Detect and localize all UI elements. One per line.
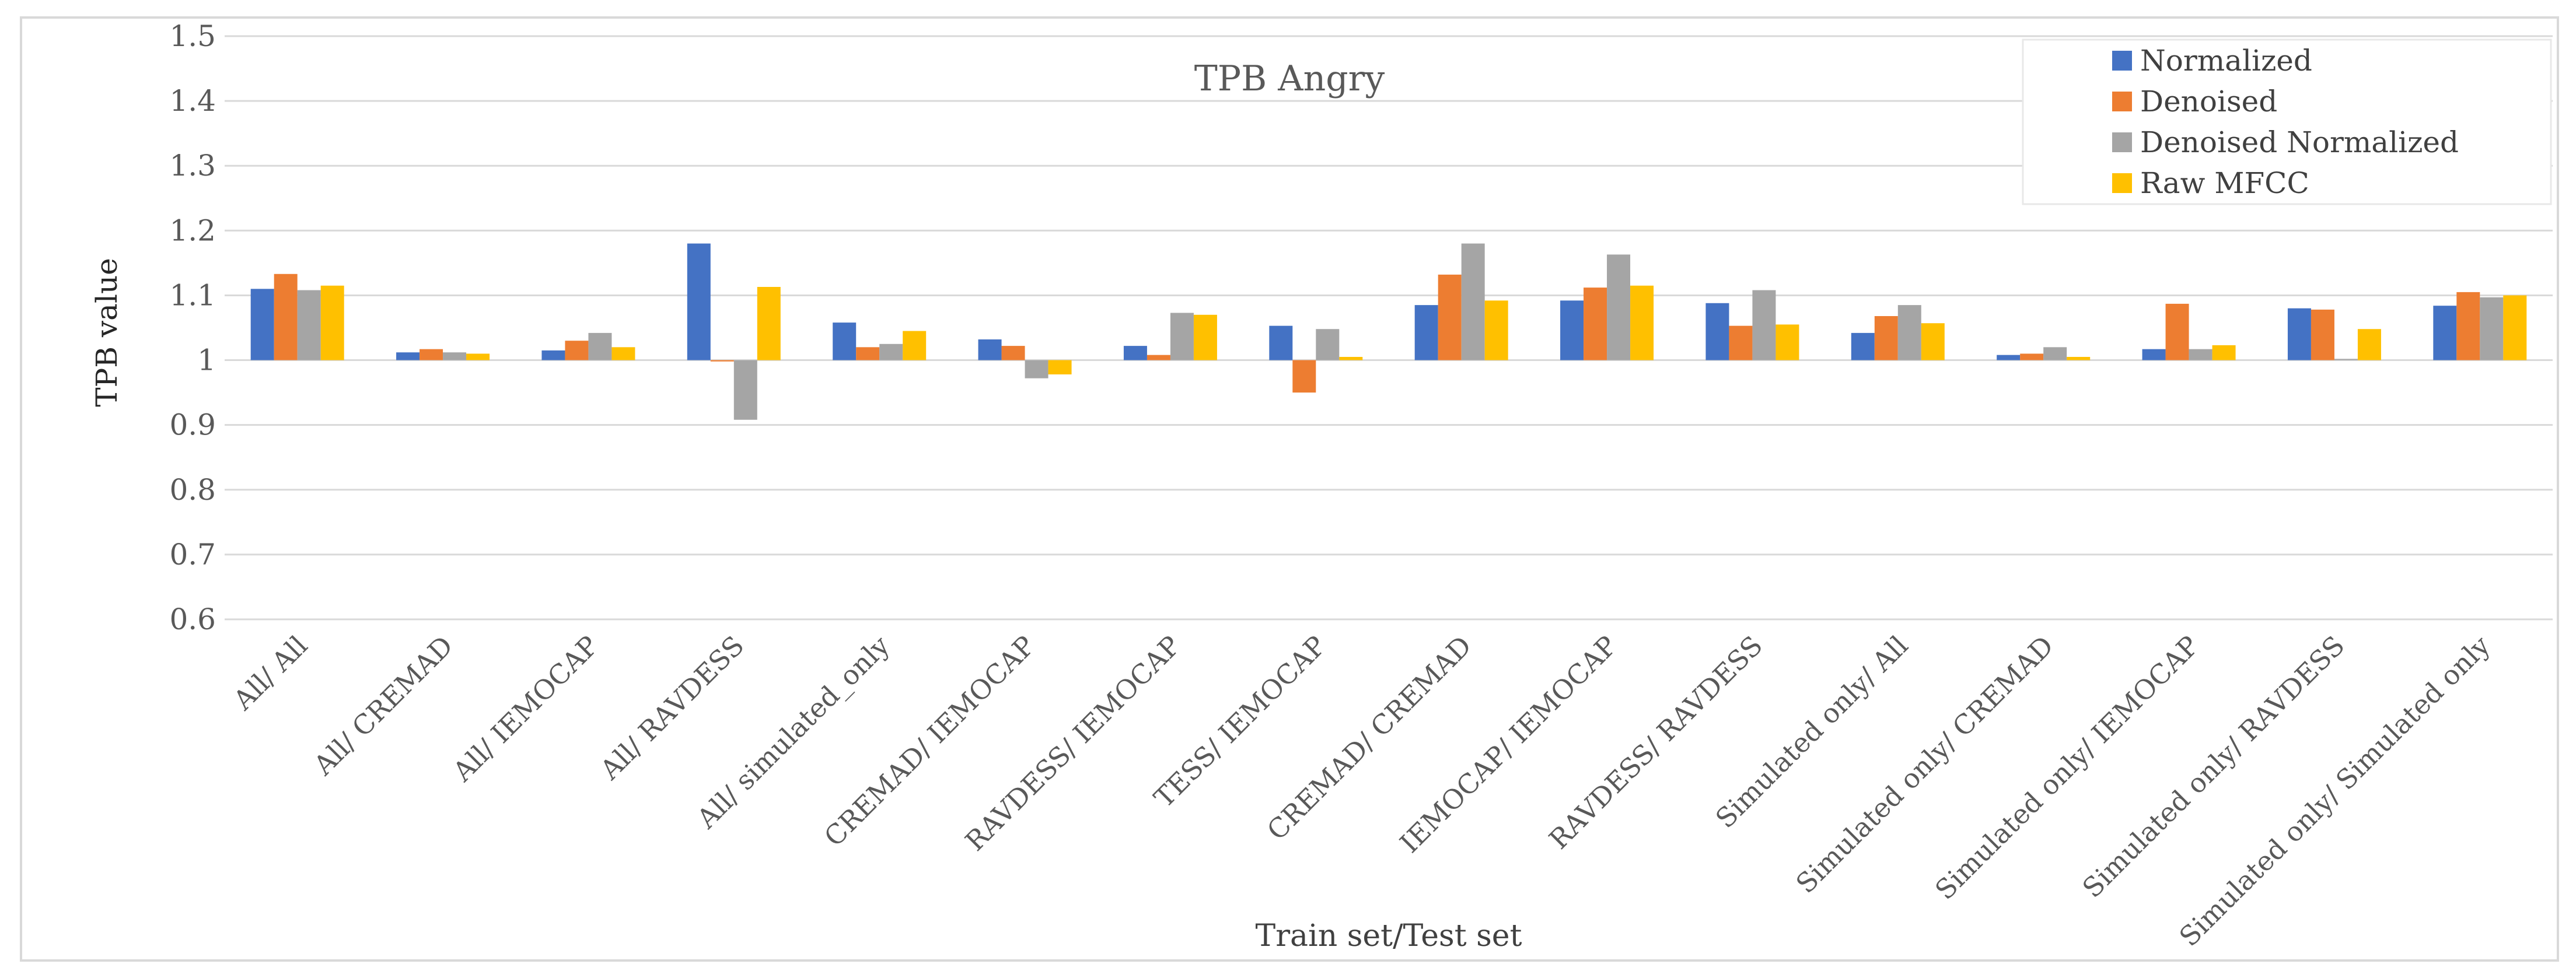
bar <box>1874 316 1898 360</box>
bar <box>1729 325 1753 360</box>
bar <box>1048 360 1072 374</box>
bar <box>2020 353 2044 360</box>
y-tick-label: 1 <box>197 343 216 377</box>
bar <box>611 347 635 360</box>
bar <box>1193 314 1217 360</box>
bar <box>1752 290 1776 360</box>
legend-label: Denoised Normalized <box>2140 125 2459 159</box>
bar <box>1705 303 1729 360</box>
bar <box>1897 305 1921 360</box>
legend-label: Normalized <box>2140 44 2312 78</box>
bar <box>1414 305 1438 360</box>
legend-swatch <box>2112 132 2132 152</box>
bar <box>2165 303 2189 360</box>
bar <box>2067 357 2091 360</box>
bar <box>1461 243 1485 360</box>
bar <box>2212 345 2236 360</box>
bar <box>466 353 490 360</box>
bar <box>297 290 321 360</box>
bar <box>1584 288 1607 360</box>
y-axis-label: TPB value <box>90 258 124 406</box>
bar <box>1147 355 1170 360</box>
bar <box>1339 357 1363 360</box>
bar <box>420 349 443 360</box>
legend-swatch <box>2112 51 2132 71</box>
bar <box>1851 332 1875 360</box>
bar <box>1630 285 1654 360</box>
bar <box>1269 325 1293 360</box>
bar <box>1921 323 1945 360</box>
legend-box <box>2022 38 2552 205</box>
bar <box>2142 349 2166 360</box>
bar <box>1775 324 1799 360</box>
bar <box>1997 355 2021 360</box>
bar <box>250 289 274 360</box>
bar <box>833 323 857 360</box>
bar <box>2433 306 2457 360</box>
bar <box>1484 300 1508 360</box>
y-tick-label: 1.1 <box>169 278 216 312</box>
y-tick-label: 0.8 <box>169 473 216 507</box>
bar <box>396 352 420 360</box>
bar <box>1170 313 1194 360</box>
legend-swatch <box>2112 92 2132 111</box>
x-axis-label: Train set/Test set <box>1256 919 1522 954</box>
bar <box>1292 360 1316 393</box>
bar <box>757 287 781 360</box>
legend-label: Raw MFCC <box>2140 166 2309 200</box>
bar <box>274 274 298 360</box>
legend-swatch <box>2112 173 2132 193</box>
bar <box>588 332 612 360</box>
bar <box>320 285 344 360</box>
bar <box>1316 329 1340 360</box>
y-tick-label: 1.3 <box>169 149 216 183</box>
legend: Normalized Denoised Denoised Normalized Raw… <box>2022 38 2552 205</box>
bar <box>733 360 757 420</box>
bar <box>879 343 903 360</box>
chart-title: TPB Angry <box>1194 58 1385 99</box>
y-tick-label: 0.7 <box>169 538 216 572</box>
bar <box>710 360 734 362</box>
bar <box>541 350 565 360</box>
bar <box>2189 349 2213 360</box>
bar <box>1607 254 1631 360</box>
bar <box>1001 346 1025 360</box>
bar <box>565 341 589 360</box>
bar <box>1438 274 1462 360</box>
bars <box>250 243 2527 420</box>
y-tick-labels: 0.6 0.7 0.8 0.9 1 1.1 1.2 1.3 1.4 1.5 <box>169 19 216 636</box>
bar <box>903 331 927 360</box>
bar <box>2043 347 2067 360</box>
y-tick-label: 1.4 <box>169 84 216 118</box>
bar <box>2287 308 2311 360</box>
bar <box>2357 329 2381 360</box>
bar <box>1025 360 1048 378</box>
y-tick-label: 0.9 <box>169 408 216 442</box>
bar <box>687 243 711 360</box>
legend-label: Denoised <box>2140 85 2277 118</box>
bar <box>1560 300 1584 360</box>
bar <box>1123 346 1147 360</box>
gridlines <box>225 35 2553 621</box>
bar <box>2456 292 2480 360</box>
bar <box>2480 297 2504 360</box>
bar <box>443 352 467 360</box>
bar <box>978 339 1002 360</box>
y-tick-label: 1.2 <box>169 213 216 247</box>
y-tick-label: 1.5 <box>169 19 216 53</box>
bar <box>2311 309 2334 360</box>
bar <box>2334 359 2358 360</box>
bar <box>856 347 880 360</box>
y-tick-label: 0.6 <box>169 602 216 636</box>
bar <box>2503 295 2527 360</box>
